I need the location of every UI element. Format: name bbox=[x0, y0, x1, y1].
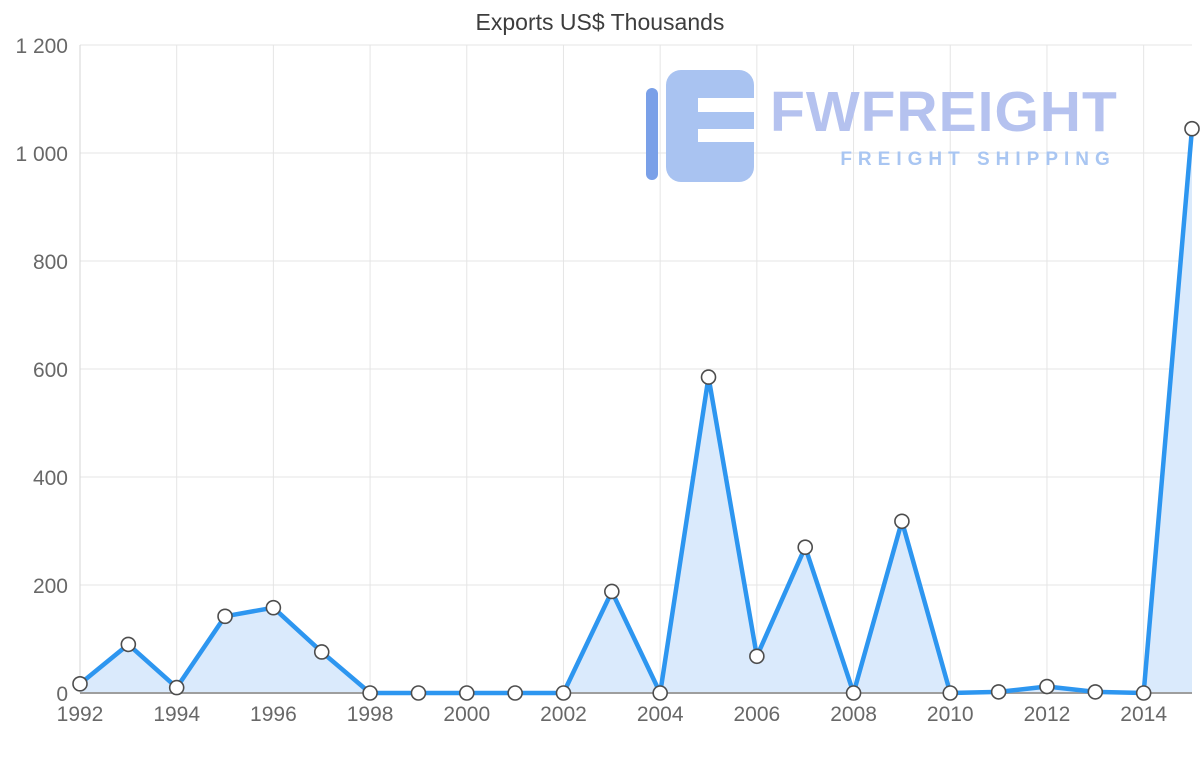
x-tick-label: 2014 bbox=[1120, 703, 1167, 726]
data-point-marker bbox=[1039, 678, 1055, 695]
x-tick-label: 2008 bbox=[830, 703, 877, 726]
x-tick-label: 2002 bbox=[540, 703, 587, 726]
series-area-fill bbox=[80, 128, 1192, 693]
data-point-marker bbox=[1184, 120, 1200, 137]
data-point-marker bbox=[217, 608, 233, 625]
x-tick-label: 1992 bbox=[57, 703, 104, 726]
data-point-marker bbox=[894, 513, 910, 530]
x-tick-label: 1998 bbox=[347, 703, 394, 726]
data-point-marker bbox=[797, 539, 814, 556]
x-tick-label: 2004 bbox=[637, 703, 684, 726]
data-point-marker bbox=[362, 685, 378, 701]
data-point-marker bbox=[942, 685, 959, 701]
data-point-marker bbox=[555, 685, 572, 701]
y-tick-label: 1 200 bbox=[15, 35, 68, 58]
data-point-marker bbox=[313, 644, 330, 660]
data-point-marker bbox=[749, 648, 765, 665]
data-point-marker bbox=[458, 685, 475, 701]
x-tick-label: 2000 bbox=[443, 703, 490, 726]
x-tick-label: 2010 bbox=[927, 703, 974, 726]
x-tick-label: 1994 bbox=[153, 703, 200, 726]
data-point-marker bbox=[410, 685, 427, 701]
y-tick-label: 800 bbox=[33, 251, 68, 274]
data-point-marker bbox=[507, 685, 523, 701]
chart-title: Exports US$ Thousands bbox=[475, 9, 725, 35]
data-point-marker bbox=[845, 685, 862, 701]
data-point-marker bbox=[265, 599, 282, 616]
y-tick-label: 200 bbox=[33, 575, 68, 598]
data-point-marker bbox=[120, 636, 137, 653]
y-tick-label: 600 bbox=[33, 359, 68, 382]
data-point-marker bbox=[72, 676, 88, 692]
data-point-marker bbox=[1087, 684, 1104, 700]
x-tick-label: 1996 bbox=[250, 703, 297, 726]
x-tick-label: 2006 bbox=[734, 703, 781, 726]
data-point-marker bbox=[604, 583, 620, 600]
y-tick-label: 0 bbox=[56, 683, 68, 706]
data-point-marker bbox=[990, 684, 1007, 700]
y-tick-label: 1 000 bbox=[15, 143, 68, 166]
series-line bbox=[77, 126, 1195, 696]
x-tick-label: 2012 bbox=[1024, 703, 1071, 726]
data-point-marker bbox=[1135, 685, 1152, 701]
data-point-marker bbox=[652, 685, 668, 701]
data-point-marker bbox=[168, 679, 185, 696]
data-point-marker bbox=[700, 369, 717, 385]
y-tick-label: 400 bbox=[33, 467, 68, 490]
